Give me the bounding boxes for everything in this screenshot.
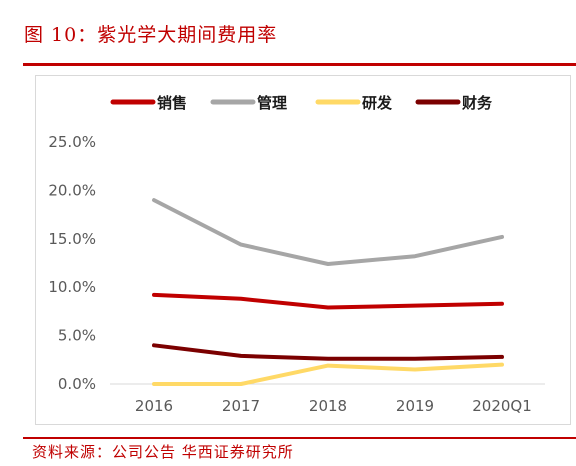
y-axis: 25.0% 20.0% 15.0% 10.0% 5.0% 0.0% <box>48 133 96 393</box>
x-tick-label: 2018 <box>309 397 347 415</box>
legend-label: 研发 <box>362 94 393 112</box>
figure-title: 图 10：紫光学大期间费用率 <box>24 24 278 46</box>
x-tick-label: 2020Q1 <box>472 397 532 415</box>
x-axis: 2016 2017 2018 2019 2020Q1 <box>110 383 545 415</box>
bottom-divider <box>23 437 576 439</box>
top-divider <box>23 63 576 66</box>
y-tick-label: 10.0% <box>48 278 96 296</box>
legend-label: 管理 <box>257 94 287 112</box>
y-tick-label: 25.0% <box>48 133 96 151</box>
series-line-1 <box>152 198 504 266</box>
source-note: 资料来源：公司公告 华西证券研究所 <box>32 443 294 461</box>
x-tick-label: 2016 <box>135 397 173 415</box>
series-group <box>152 198 504 386</box>
x-tick-label: 2017 <box>222 397 260 415</box>
series-line-3 <box>152 343 504 361</box>
y-tick-label: 20.0% <box>48 181 96 199</box>
y-tick-label: 0.0% <box>58 375 96 393</box>
x-tick-label: 2019 <box>396 397 434 415</box>
y-tick-label: 15.0% <box>48 230 96 248</box>
series-line-2 <box>152 362 504 386</box>
series-line-0 <box>152 292 504 310</box>
legend-label: 财务 <box>462 94 493 112</box>
legend-label: 销售 <box>157 94 187 112</box>
y-tick-label: 5.0% <box>58 327 96 345</box>
legend: 销售 管理 研发 财务 <box>110 94 493 112</box>
